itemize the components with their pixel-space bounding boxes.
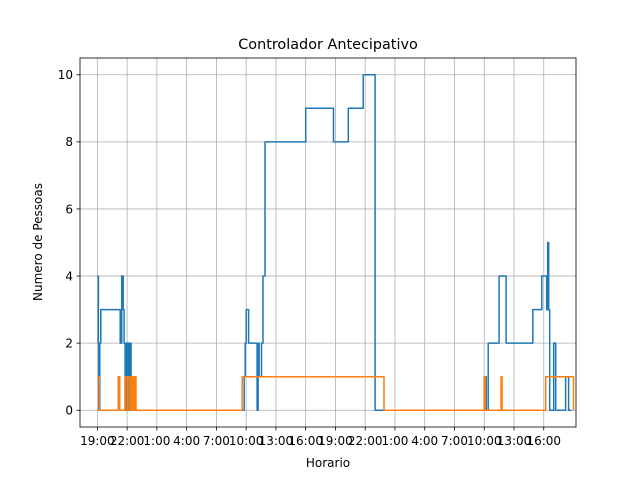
grid — [80, 58, 576, 427]
y-axis-label: Numero de Pessoas — [31, 183, 45, 301]
y-tick-label: 6 — [65, 202, 73, 216]
x-tick-label: 16:00 — [288, 434, 323, 448]
y-tick-label: 8 — [65, 135, 73, 149]
x-tick-label: 16:00 — [526, 434, 561, 448]
x-tick-label: 10:00 — [467, 434, 502, 448]
x-tick-label: 19:00 — [80, 434, 115, 448]
x-tick-label: 22:00 — [110, 434, 145, 448]
x-tick-label: 19:00 — [318, 434, 353, 448]
x-tick-label: 7:00 — [441, 434, 468, 448]
series-line-2 — [97, 375, 575, 411]
y-tick-label: 10 — [58, 68, 73, 82]
x-tick-label: 10:00 — [229, 434, 264, 448]
x-tick-label: 7:00 — [203, 434, 230, 448]
x-tick-label: 1:00 — [143, 434, 170, 448]
plot-lines — [97, 74, 575, 411]
x-tick-label: 13:00 — [497, 434, 532, 448]
plot-frame — [79, 57, 577, 428]
y-tick-label: 4 — [65, 269, 73, 283]
chart-title: Controlador Antecipativo — [238, 37, 418, 53]
x-tick-label: 13:00 — [259, 434, 294, 448]
series-line-1 — [97, 74, 572, 411]
x-tick-label: 22:00 — [348, 434, 383, 448]
x-tick-label: 1:00 — [381, 434, 408, 448]
x-tick-label: 4:00 — [173, 434, 200, 448]
x-tick-label: 4:00 — [411, 434, 438, 448]
y-tick-label: 2 — [65, 336, 73, 350]
x-axis-label: Horario — [306, 456, 350, 470]
y-tick-label: 0 — [65, 404, 73, 418]
